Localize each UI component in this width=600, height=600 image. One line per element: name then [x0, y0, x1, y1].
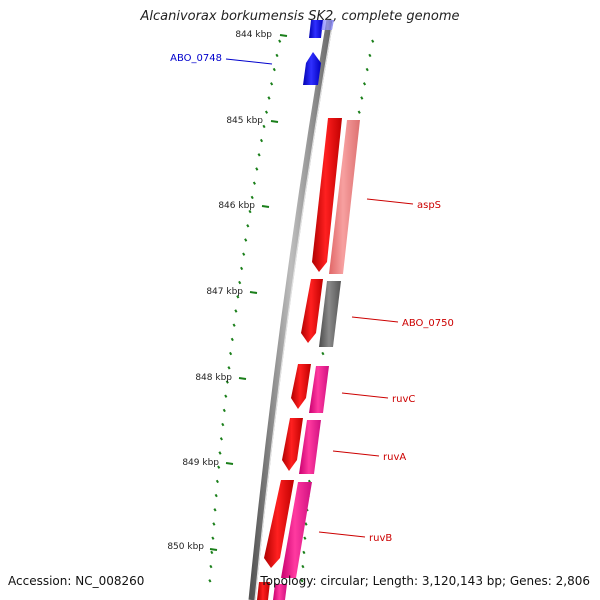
kbp-tick-845 [270, 120, 279, 123]
kbp-label-844: 844 kbp [235, 30, 272, 40]
inner-minor-tick [229, 351, 233, 356]
gene-aspS[interactable] [312, 118, 360, 274]
inner-minor-tick [255, 167, 259, 171]
genome-backbone-highlight [254, 19, 334, 600]
inner-minor-tick [212, 522, 216, 526]
kbp-tick-849 [225, 462, 234, 465]
kbp-tick-846 [261, 205, 270, 208]
inner-minor-tick [217, 465, 221, 469]
inner-minor-tick [278, 39, 282, 43]
inner-minor-tick [219, 437, 223, 441]
inner-tick-ring [208, 39, 282, 583]
inner-minor-tick [262, 124, 266, 129]
kbp-ticks: 844 kbp 845 kbp 846 kbp 847 kbp 848 kbp … [167, 30, 288, 552]
kbp-tick-844 [279, 34, 288, 37]
inner-minor-tick [209, 564, 213, 569]
inner-minor-tick [242, 252, 246, 256]
outer-minor-tick [362, 82, 367, 86]
inner-minor-tick [272, 67, 276, 72]
inner-minor-tick [224, 394, 228, 398]
topology-text: Topology: circular; Length: 3,120,143 bp… [260, 574, 590, 588]
inner-minor-tick [208, 579, 212, 583]
outer-minor-tick [368, 53, 372, 58]
map-title: Alcanivorax borkumensis SK2, complete ge… [140, 9, 460, 24]
inner-minor-tick [218, 451, 222, 455]
inner-minor-tick [250, 195, 254, 200]
label-ruvC[interactable]: ruvC [392, 394, 415, 405]
label-line-ruvA [332, 450, 380, 457]
gene-blue-partial[interactable] [309, 20, 334, 38]
inner-minor-tick [252, 181, 256, 185]
inner-minor-tick [230, 337, 234, 342]
inner-minor-tick [257, 153, 261, 157]
inner-minor-tick [221, 422, 225, 427]
outer-minor-tick [321, 351, 325, 356]
label-line-ruvC [341, 392, 389, 399]
inner-minor-tick [236, 295, 240, 299]
gene-ruvA[interactable] [282, 418, 321, 474]
outer-minor-tick [301, 564, 305, 569]
inner-minor-tick [270, 82, 274, 86]
kbp-label-850: 850 kbp [167, 542, 204, 552]
label-line-ruvB [318, 531, 366, 538]
kbp-tick-850 [209, 548, 218, 551]
outer-minor-tick [302, 550, 306, 555]
outer-minor-tick [303, 536, 307, 540]
gene-partial-bottom[interactable] [257, 582, 287, 600]
inner-minor-tick [264, 110, 269, 114]
inner-minor-tick [211, 536, 215, 540]
label-ABO_0748[interactable]: ABO_0748 [170, 53, 222, 64]
label-line-ABO_0750 [351, 316, 399, 323]
kbp-tick-847 [249, 291, 258, 294]
label-ruvA[interactable]: ruvA [383, 452, 406, 463]
kbp-label-845: 845 kbp [226, 116, 263, 126]
outer-minor-tick [360, 96, 364, 100]
kbp-label-847: 847 kbp [206, 287, 243, 297]
label-aspS[interactable]: aspS [417, 200, 441, 211]
inner-minor-tick [210, 550, 214, 555]
inner-minor-tick [238, 280, 242, 285]
inner-minor-tick [225, 380, 229, 384]
kbp-label-846: 846 kbp [218, 201, 255, 211]
gene-ruvC[interactable] [291, 364, 329, 413]
gene-ABO_0748[interactable] [303, 52, 321, 85]
label-line-ABO_0748 [225, 58, 273, 65]
inner-minor-tick [232, 323, 236, 327]
inner-minor-tick [214, 493, 218, 498]
inner-minor-tick [240, 266, 244, 271]
outer-minor-tick [357, 110, 361, 114]
inner-minor-tick [248, 209, 252, 214]
inner-minor-tick [215, 479, 219, 484]
inner-minor-tick [234, 309, 238, 313]
gene-ABO_0750[interactable] [301, 279, 341, 347]
kbp-tick-848 [238, 377, 247, 380]
inner-minor-tick [244, 238, 248, 242]
inner-minor-tick [227, 366, 231, 370]
inner-minor-tick [246, 224, 250, 228]
gene-ruvB[interactable] [264, 480, 312, 578]
inner-minor-tick [259, 138, 264, 143]
inner-minor-tick [275, 53, 279, 58]
label-ABO_0750[interactable]: ABO_0750 [402, 318, 454, 329]
label-ruvB[interactable]: ruvB [369, 533, 392, 544]
inner-minor-tick [213, 508, 217, 512]
outer-minor-tick [371, 39, 375, 43]
accession-text: Accession: NC_008260 [8, 574, 145, 588]
outer-minor-tick [304, 522, 308, 526]
inner-minor-tick [267, 96, 271, 100]
label-line-aspS [366, 198, 414, 205]
gene-labels: ABO_0748 aspS ABO_0750 ruvC ruvA ruvB [170, 53, 454, 544]
outer-minor-tick [300, 579, 304, 583]
genome-backbone [248, 19, 334, 600]
kbp-label-848: 848 kbp [195, 373, 232, 383]
kbp-label-849: 849 kbp [182, 458, 219, 468]
outer-minor-tick [365, 67, 369, 72]
inner-minor-tick [222, 408, 226, 413]
